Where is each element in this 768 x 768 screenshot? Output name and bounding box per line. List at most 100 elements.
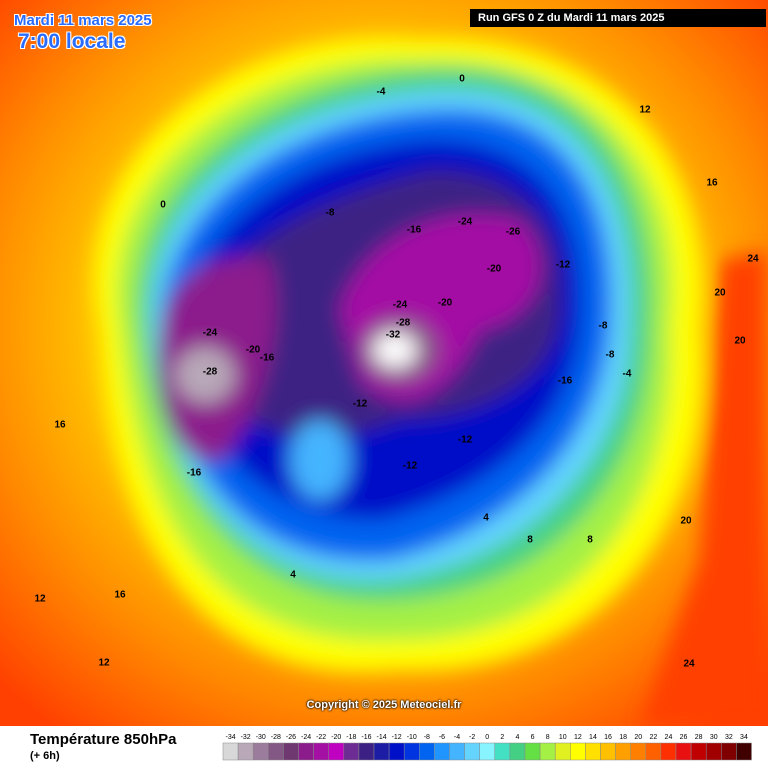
scale-label: 30 [710, 734, 718, 741]
contour-labels: -32-28-24-20-24-28-16-20-16-12-12-16-8-8… [34, 74, 759, 670]
contour-label: 12 [34, 594, 46, 605]
contour-label: 12 [639, 105, 651, 116]
scale-swatch [585, 742, 601, 761]
scale-swatch [313, 742, 329, 761]
field-m30-canada [175, 347, 235, 403]
scale-label: 20 [634, 734, 642, 741]
scale-swatch [252, 742, 269, 761]
scale-swatch [615, 742, 631, 761]
scale-swatch [554, 742, 571, 761]
scale-label: 16 [604, 734, 612, 741]
scale-label: -26 [286, 734, 296, 741]
scale-swatch [403, 742, 420, 761]
contour-label: 8 [587, 535, 593, 546]
scale-swatch [343, 742, 360, 761]
scale-label: -14 [376, 734, 386, 741]
contour-label: 20 [734, 336, 746, 347]
scale-label: 8 [546, 734, 550, 741]
scale-swatch [298, 742, 314, 761]
contour-label: 16 [54, 420, 66, 431]
scale-label: 26 [680, 734, 688, 741]
contour-label: 16 [114, 590, 126, 601]
contour-label: -12 [556, 260, 571, 271]
contour-label: 20 [680, 516, 692, 527]
scale-label: -32 [241, 734, 251, 741]
scale-label: -6 [439, 734, 445, 741]
scale-label: -4 [454, 734, 460, 741]
contour-label: -26 [506, 227, 521, 238]
scale-swatch [600, 742, 616, 761]
contour-label: 4 [483, 513, 489, 524]
scale-swatch [222, 742, 239, 761]
scale-label: 2 [500, 734, 504, 741]
contour-label: -28 [203, 367, 218, 378]
scale-label: -34 [225, 734, 235, 741]
scale-label: 22 [649, 734, 657, 741]
contour-label: -24 [458, 217, 473, 228]
scale-swatch [388, 742, 405, 761]
run-info: Run GFS 0 Z du Mardi 11 mars 2025 [470, 9, 766, 27]
scale-label: -30 [256, 734, 266, 741]
contour-label: -12 [458, 435, 473, 446]
contour-label: 0 [459, 74, 465, 85]
contour-label: 16 [706, 178, 718, 189]
scale-swatch [283, 742, 299, 761]
contour-label: -20 [438, 298, 453, 309]
contour-label: 4 [290, 570, 296, 581]
scale-swatch [736, 742, 752, 761]
scale-label: 0 [485, 734, 489, 741]
scale-swatch [494, 742, 511, 761]
scale-label: 28 [695, 734, 703, 741]
scale-label: 4 [515, 734, 519, 741]
contour-label: 24 [747, 254, 759, 265]
date: Mardi 11 mars 2025 [14, 12, 152, 29]
contour-label: -8 [326, 208, 335, 219]
scale-label: 14 [589, 734, 597, 741]
color-scale: -34 -32 -30 -28 -26 -24 -22 -20 -18 -16 -14 -12 -10-… [222, 734, 752, 761]
contour-label: -16 [558, 376, 573, 387]
contour-label: -12 [403, 461, 418, 472]
contour-label: 12 [98, 658, 110, 669]
scale-swatch [509, 742, 526, 761]
time: 7:00 locale [18, 30, 126, 53]
scale-swatch [705, 742, 722, 761]
scale-swatch [479, 742, 496, 761]
scale-label: 18 [619, 734, 627, 741]
legend-subtitle: (+ 6h) [30, 750, 60, 762]
scale-label: -16 [361, 734, 371, 741]
scale-swatch [268, 742, 284, 761]
contour-label: 8 [527, 535, 533, 546]
scale-swatch [358, 742, 375, 761]
contour-label: -8 [606, 350, 615, 361]
scale-label: -22 [316, 734, 326, 741]
temperature-map: -32-28-24-20-24-28-16-20-16-12-12-16-8-8… [0, 0, 768, 726]
scale-swatch [570, 742, 586, 761]
contour-label: -28 [396, 318, 411, 329]
scale-swatch [524, 742, 541, 761]
scale-label: 32 [725, 734, 733, 741]
contour-label: -16 [260, 353, 275, 364]
scale-swatch [373, 742, 390, 761]
scale-swatch [721, 742, 737, 761]
scale-label: 10 [559, 734, 567, 741]
scale-label: -8 [424, 734, 430, 741]
scale-label: -28 [271, 734, 281, 741]
scale-swatch [675, 742, 692, 761]
scale-swatch [434, 742, 450, 761]
contour-label: -8 [599, 321, 608, 332]
scale-label: -10 [407, 734, 417, 741]
field-m4-greenland [290, 420, 350, 500]
legend-title: Température 850hPa [30, 731, 177, 748]
copyright: Copyright © 2025 Meteociel.fr [306, 699, 462, 711]
scale-label: 12 [574, 734, 582, 741]
scale-swatch [328, 742, 345, 761]
contour-label: -24 [203, 328, 218, 339]
field-m32 [373, 332, 417, 368]
contour-label: 0 [160, 200, 166, 211]
contour-label: 20 [714, 288, 726, 299]
contour-label: -4 [377, 87, 386, 98]
scale-label: 34 [740, 734, 748, 741]
scale-label: -20 [331, 734, 341, 741]
scale-swatch [690, 742, 707, 761]
